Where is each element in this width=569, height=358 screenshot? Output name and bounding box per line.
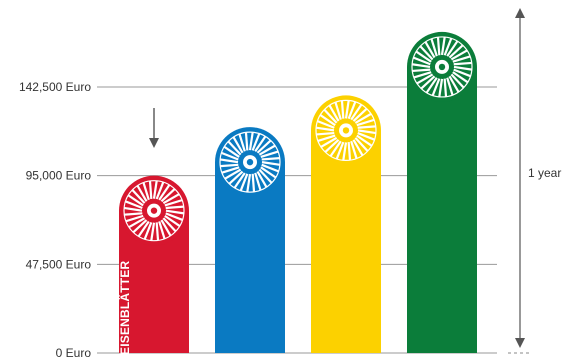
y-tick-label: 47,500 Euro bbox=[26, 257, 92, 271]
saw-blade-teeth bbox=[123, 180, 185, 242]
bar-body bbox=[407, 66, 477, 353]
saw-blade-teeth bbox=[411, 36, 473, 98]
down-arrow-icon bbox=[149, 108, 159, 148]
saw-blade-teeth bbox=[219, 131, 281, 193]
bar-body bbox=[311, 130, 381, 353]
bar-brand-label: EISENBLÄTTER bbox=[117, 260, 132, 355]
bar bbox=[311, 95, 381, 353]
y-tick-label: 0 Euro bbox=[56, 346, 92, 358]
bar bbox=[407, 31, 477, 353]
y-tick-label: 95,000 Euro bbox=[26, 169, 92, 183]
period-label: 1 year bbox=[528, 166, 561, 180]
y-tick-label: 142,500 Euro bbox=[19, 80, 91, 94]
bars: EISENBLÄTTER bbox=[117, 31, 477, 355]
bar bbox=[119, 175, 189, 353]
y-axis-tick-labels: 0 Euro 47,500 Euro 95,000 Euro 142,500 Euro bbox=[19, 80, 91, 358]
annotations: 1 year bbox=[149, 8, 561, 354]
saw-blade-teeth bbox=[315, 99, 377, 161]
bar bbox=[215, 127, 285, 353]
period-range-arrow bbox=[508, 8, 532, 354]
